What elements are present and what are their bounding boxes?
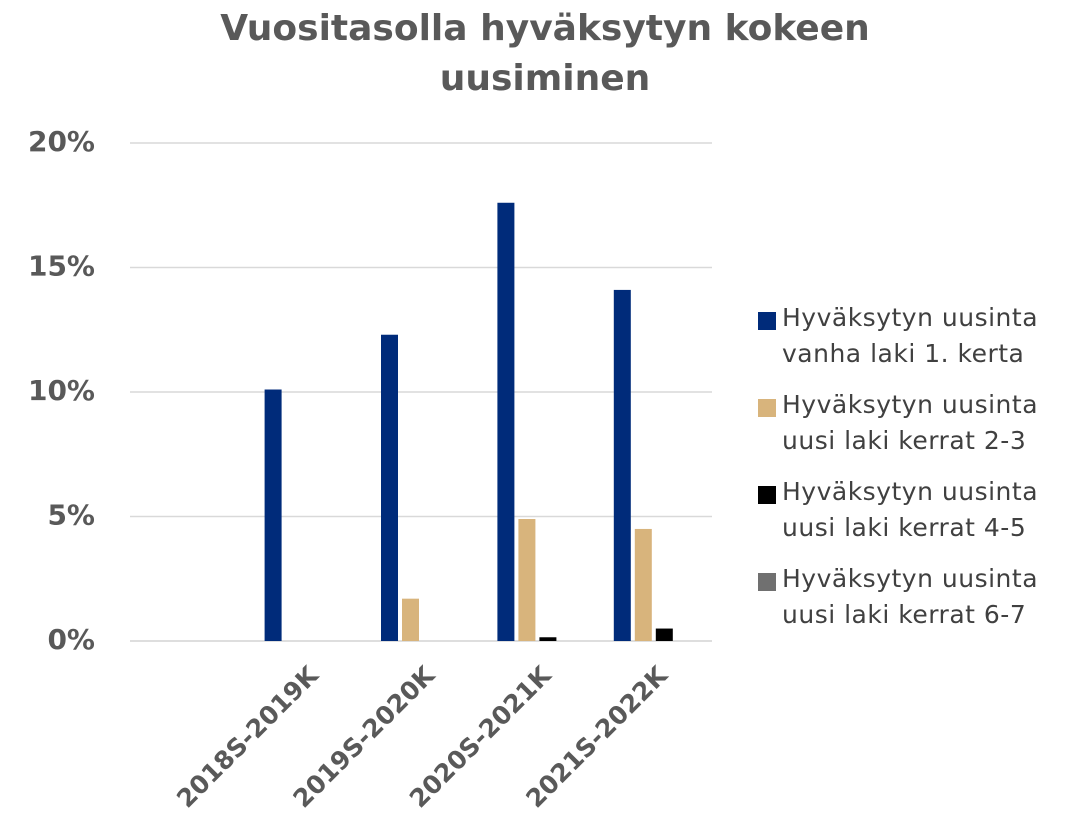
y-tick-label: 10% bbox=[28, 374, 95, 407]
y-tick-label: 15% bbox=[28, 250, 95, 283]
legend-swatch bbox=[758, 312, 776, 330]
legend-swatch bbox=[758, 573, 776, 591]
bar bbox=[402, 598, 419, 641]
legend-label: Hyväksytyn uusinta uusi laki kerrat 2-3 bbox=[782, 390, 1039, 455]
y-tick-label: 5% bbox=[47, 499, 95, 532]
bar bbox=[539, 637, 557, 641]
bar bbox=[655, 628, 673, 641]
legend-item: Hyväksytyn uusinta vanha laki 1. kerta bbox=[758, 300, 1078, 372]
bar bbox=[518, 518, 536, 641]
y-tick-label: 20% bbox=[28, 125, 95, 158]
legend-item: Hyväksytyn uusinta uusi laki kerrat 2-3 bbox=[758, 387, 1078, 459]
legend-item: Hyväksytyn uusinta uusi laki kerrat 6-7 bbox=[758, 561, 1078, 633]
legend-label: Hyväksytyn uusinta uusi laki kerrat 6-7 bbox=[782, 564, 1039, 629]
chart-title-line-2: uusiminen bbox=[440, 58, 651, 99]
bar bbox=[381, 334, 398, 641]
legend-swatch bbox=[758, 486, 776, 504]
bar bbox=[264, 389, 282, 641]
bar bbox=[497, 202, 515, 641]
legend-swatch bbox=[758, 399, 776, 417]
legend: Hyväksytyn uusinta vanha laki 1. kerta Hy… bbox=[758, 300, 1078, 648]
bar bbox=[634, 528, 652, 641]
chart-title: Vuositasolla hyväksytyn kokeen bbox=[220, 8, 870, 49]
legend-item: Hyväksytyn uusinta uusi laki kerrat 4-5 bbox=[758, 474, 1078, 546]
bar bbox=[613, 289, 631, 641]
y-tick-label: 0% bbox=[47, 623, 95, 656]
legend-label: Hyväksytyn uusinta vanha laki 1. kerta bbox=[782, 303, 1039, 368]
legend-label: Hyväksytyn uusinta uusi laki kerrat 4-5 bbox=[782, 477, 1039, 542]
